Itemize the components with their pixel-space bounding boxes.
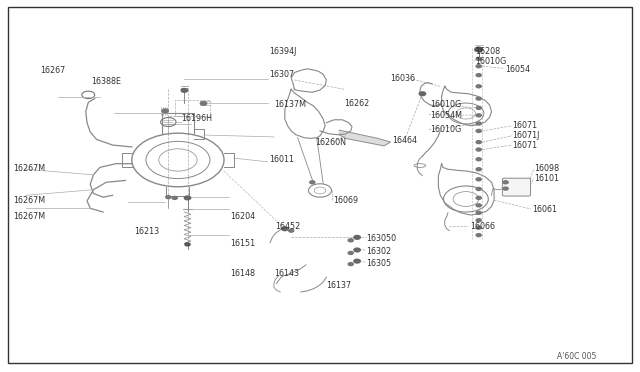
Text: 16137: 16137 (326, 281, 351, 290)
Text: 16305: 16305 (366, 259, 391, 267)
Text: 16204: 16204 (230, 212, 255, 221)
Circle shape (476, 168, 481, 171)
Circle shape (476, 187, 481, 190)
Text: 16061: 16061 (532, 205, 557, 214)
Text: 16137M: 16137M (274, 100, 306, 109)
Circle shape (354, 248, 360, 252)
Circle shape (476, 97, 481, 100)
Text: 16464: 16464 (392, 136, 417, 145)
Circle shape (503, 181, 508, 184)
Circle shape (476, 129, 481, 132)
Text: 16151: 16151 (230, 239, 255, 248)
Circle shape (181, 89, 188, 92)
Circle shape (162, 109, 168, 113)
Text: 16069: 16069 (333, 196, 358, 205)
Text: 16071: 16071 (512, 141, 537, 150)
Circle shape (476, 178, 481, 181)
Text: 16208: 16208 (475, 47, 500, 56)
Circle shape (476, 85, 481, 88)
Text: 16098: 16098 (534, 164, 559, 173)
Circle shape (476, 219, 481, 222)
Circle shape (354, 259, 360, 263)
Text: 16071J: 16071J (512, 131, 540, 140)
Text: 16267: 16267 (40, 66, 65, 75)
Circle shape (476, 141, 481, 144)
Circle shape (185, 243, 190, 246)
Circle shape (476, 158, 481, 161)
Text: 16148: 16148 (230, 269, 255, 278)
Circle shape (476, 196, 481, 199)
Circle shape (348, 263, 353, 266)
Text: 16267M: 16267M (13, 212, 45, 221)
Text: 16267M: 16267M (13, 164, 45, 173)
Circle shape (200, 102, 207, 105)
Text: 16071: 16071 (512, 121, 537, 130)
Text: 16267M: 16267M (13, 196, 45, 205)
Text: 16307: 16307 (269, 70, 294, 79)
Text: 16262: 16262 (344, 99, 369, 108)
Text: 16302: 16302 (366, 247, 391, 256)
Text: 16010G: 16010G (430, 125, 461, 134)
Circle shape (476, 226, 481, 229)
Circle shape (476, 234, 481, 237)
Text: 16036: 16036 (390, 74, 415, 83)
Circle shape (282, 227, 288, 231)
Text: 16394J: 16394J (269, 47, 296, 56)
Circle shape (475, 47, 483, 52)
Text: 16143: 16143 (274, 269, 299, 278)
Text: 16010G: 16010G (475, 57, 506, 66)
Circle shape (476, 122, 481, 125)
Text: 16010G: 16010G (430, 100, 461, 109)
Circle shape (476, 106, 481, 109)
Circle shape (289, 229, 294, 232)
Circle shape (310, 181, 315, 184)
Text: 16054: 16054 (506, 65, 531, 74)
Circle shape (476, 114, 481, 117)
Text: 16066: 16066 (470, 222, 495, 231)
Circle shape (476, 74, 481, 77)
Text: A'60C 005: A'60C 005 (557, 352, 596, 361)
Text: 16054M: 16054M (430, 111, 462, 120)
Text: 16011: 16011 (269, 155, 294, 164)
Text: 16213: 16213 (134, 227, 159, 236)
Circle shape (476, 65, 481, 68)
Circle shape (184, 196, 191, 200)
Circle shape (419, 92, 426, 96)
Text: 16388E: 16388E (92, 77, 122, 86)
Circle shape (166, 196, 171, 199)
Text: 163050: 163050 (366, 234, 396, 243)
Circle shape (476, 211, 481, 214)
Circle shape (476, 204, 481, 207)
Circle shape (503, 187, 508, 190)
Text: 16101: 16101 (534, 174, 559, 183)
Circle shape (354, 235, 360, 239)
Circle shape (172, 196, 177, 199)
Circle shape (348, 239, 353, 242)
Circle shape (476, 148, 481, 151)
Circle shape (476, 57, 481, 60)
FancyBboxPatch shape (502, 178, 531, 196)
Text: 16260N: 16260N (315, 138, 346, 147)
Polygon shape (339, 130, 390, 146)
Text: 16196H: 16196H (181, 114, 212, 123)
Text: 16452: 16452 (275, 222, 300, 231)
Circle shape (348, 251, 353, 254)
